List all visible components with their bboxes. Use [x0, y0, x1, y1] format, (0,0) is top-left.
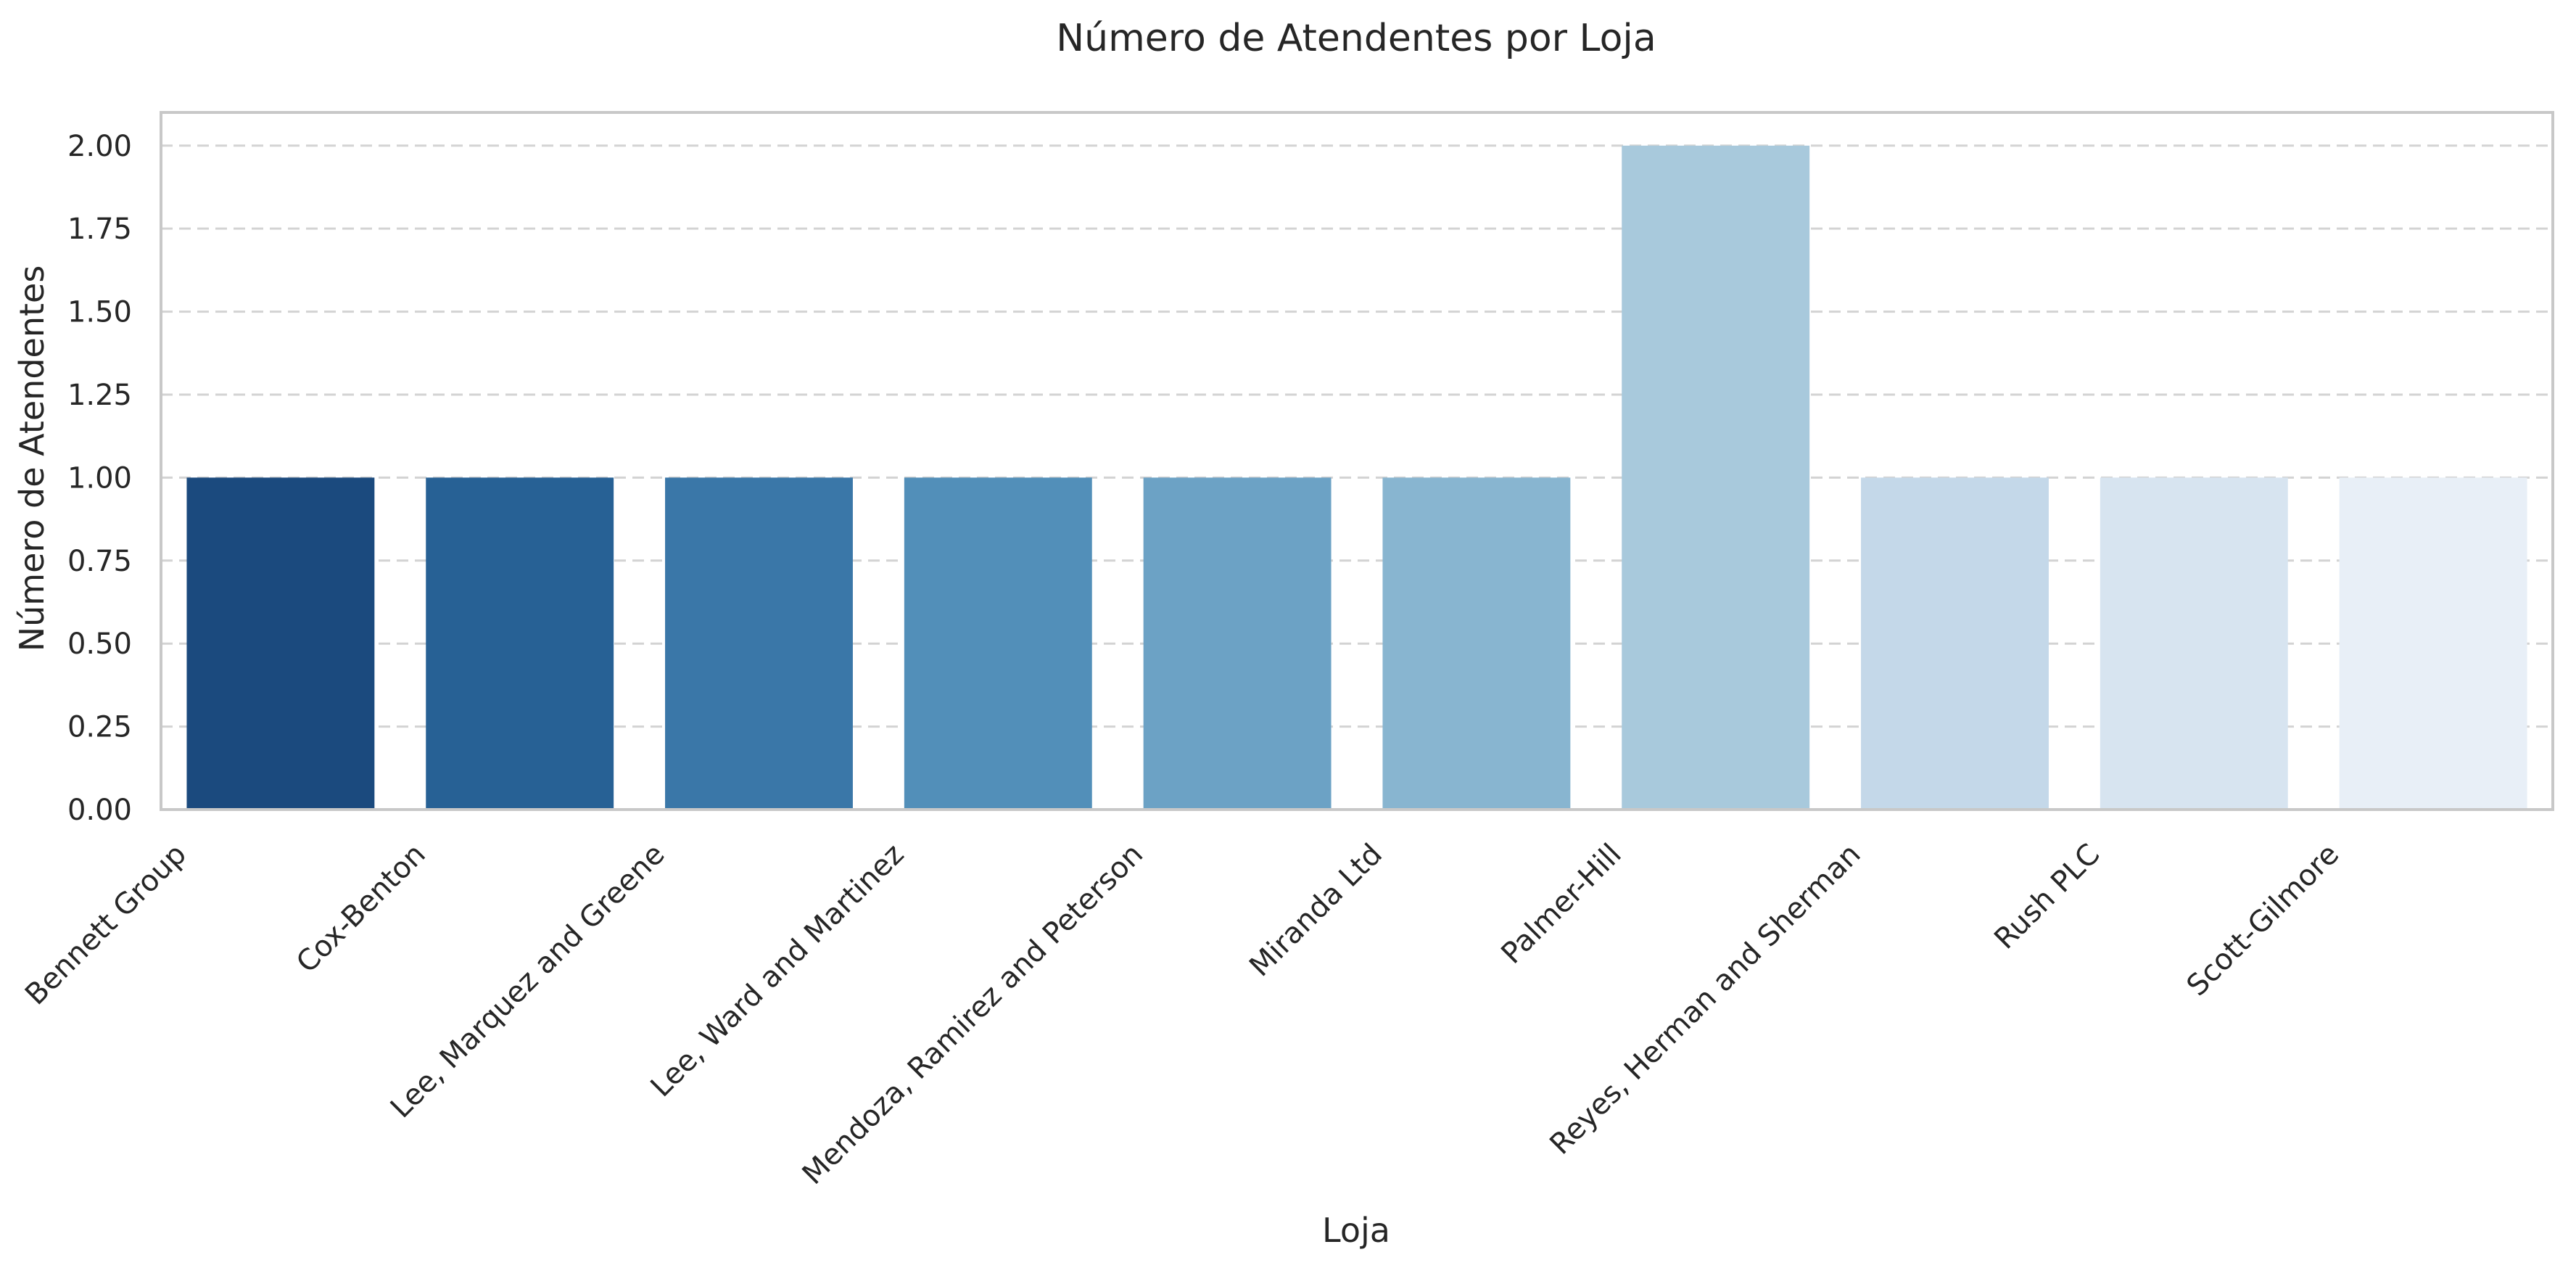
- bar: [1382, 477, 1571, 810]
- x-tick-label: Lee, Ward and Martinez: [645, 838, 911, 1104]
- bar: [904, 477, 1092, 810]
- bar: [2100, 477, 2288, 810]
- bars: [186, 145, 2527, 810]
- y-tick-label: 0.50: [67, 627, 132, 661]
- bar: [665, 477, 853, 810]
- y-tick-label: 2.00: [67, 130, 132, 163]
- plot-frame: [160, 111, 2554, 811]
- y-tick-label: 0.00: [67, 794, 132, 827]
- bar: [1622, 145, 1810, 810]
- y-axis-ticks: 0.00 0.25 0.50 0.75 1.00 1.25 1.50 1.75 2.00: [67, 130, 132, 827]
- y-tick-label: 1.75: [67, 213, 132, 246]
- x-tick-label: Miranda Ltd: [1243, 838, 1389, 984]
- bar: [2339, 477, 2527, 810]
- y-axis-label: Número de Atendentes: [12, 266, 51, 652]
- x-tick-label: Rush PLC: [1988, 838, 2106, 956]
- y-tick-label: 0.75: [67, 545, 132, 578]
- x-tick-label: Scott-Gilmore: [2181, 838, 2346, 1003]
- bar: [426, 477, 614, 810]
- x-axis-label: Loja: [1322, 1211, 1390, 1250]
- bar: [186, 477, 375, 810]
- x-tick-label: Lee, Marquez and Greene: [384, 838, 672, 1125]
- y-tick-label: 1.25: [67, 379, 132, 412]
- x-tick-label: Cox-Benton: [290, 838, 432, 980]
- bar: [1143, 477, 1332, 810]
- x-tick-label: Bennett Group: [19, 838, 193, 1012]
- y-tick-label: 1.00: [67, 461, 132, 495]
- y-tick-label: 1.50: [67, 296, 132, 329]
- x-tick-label: Palmer-Hill: [1495, 838, 1627, 971]
- y-tick-label: 0.25: [67, 711, 132, 744]
- bar: [1861, 477, 2049, 810]
- chart-title: Número de Atendentes por Loja: [1056, 17, 1656, 60]
